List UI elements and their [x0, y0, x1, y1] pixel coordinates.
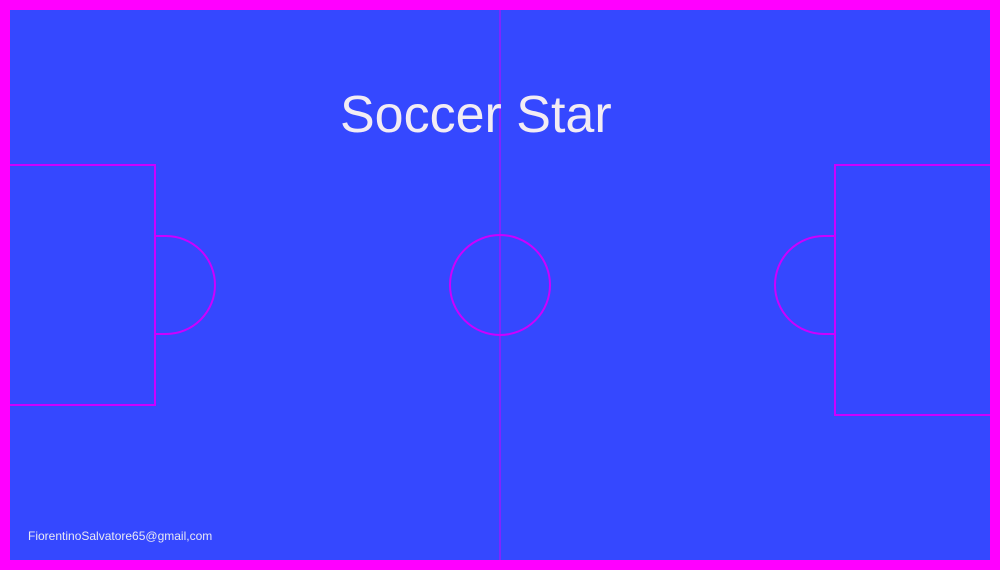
left-penalty-box: [10, 164, 156, 406]
right-penalty-arc: [774, 235, 835, 335]
left-penalty-arc: [155, 235, 216, 335]
author-email: FiorentinoSalvatore65@gmail,com: [28, 529, 213, 543]
right-penalty-box: [834, 164, 990, 416]
center-circle: [449, 234, 551, 336]
game-title: Soccer Star: [340, 86, 612, 144]
